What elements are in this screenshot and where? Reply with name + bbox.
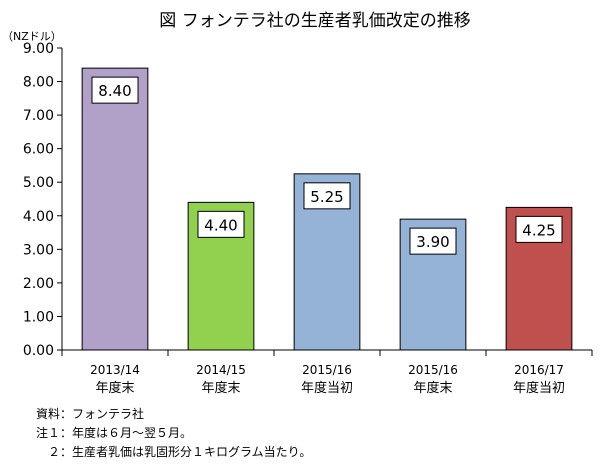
- y-tick-label: 2.00: [23, 276, 54, 292]
- note-source: 資料：フォンテラ社: [36, 407, 145, 421]
- x-tick-label-period: 年度末: [413, 380, 452, 396]
- data-label-box: [409, 227, 457, 255]
- data-label: 3.90: [416, 233, 449, 251]
- chart-notes: 資料：フォンテラ社 注１：年度は６月～翌５月。 ２：生産者乳価は乳固形分１キログ…: [36, 405, 311, 462]
- y-tick-label: 8.00: [23, 75, 54, 91]
- x-tick-label-year: 2015/16: [408, 363, 458, 377]
- chart-title: 図 フォンテラ社の生産者乳価改定の推移: [159, 11, 470, 31]
- y-tick-label: 4.00: [23, 209, 54, 225]
- data-label: 5.25: [310, 188, 343, 206]
- x-tick-label-period: 年度当初: [513, 380, 565, 396]
- data-label-box: [197, 210, 245, 238]
- y-axis-label: （NZドル）: [2, 30, 62, 43]
- bar: [81, 67, 149, 351]
- y-tick-label: 0.00: [23, 343, 54, 359]
- x-tick-label-year: 2015/16: [302, 363, 352, 377]
- y-tick-label: 1.00: [23, 309, 54, 325]
- y-tick-label: 5.00: [23, 175, 54, 191]
- y-tick-label: 6.00: [23, 142, 54, 158]
- x-tick-label-period: 年度当初: [301, 380, 353, 396]
- y-tick-label: 7.00: [23, 108, 54, 124]
- data-label: 8.40: [98, 82, 131, 100]
- data-label-box: [91, 76, 139, 104]
- data-label-box: [515, 215, 563, 243]
- x-tick-label-year: 2013/14: [90, 363, 140, 377]
- note-1: 注１：年度は６月～翌５月。: [36, 426, 193, 440]
- y-tick-label: 3.00: [23, 242, 54, 258]
- data-label-box: [303, 182, 351, 210]
- x-tick-label-period: 年度末: [201, 380, 240, 396]
- data-label: 4.40: [204, 216, 237, 234]
- x-tick-label-year: 2016/17: [514, 363, 564, 377]
- bar-chart: 図 フォンテラ社の生産者乳価改定の推移 （NZドル） 0.00 1.00 2.00 3…: [2, 11, 593, 396]
- x-tick-label-period: 年度末: [95, 380, 134, 396]
- note-2: ２：生産者乳価は乳固形分１キログラム当たり。: [36, 445, 312, 459]
- x-tick-label-year: 2014/15: [196, 363, 246, 377]
- y-tick-label: 9.00: [23, 41, 54, 57]
- data-label: 4.25: [522, 221, 555, 239]
